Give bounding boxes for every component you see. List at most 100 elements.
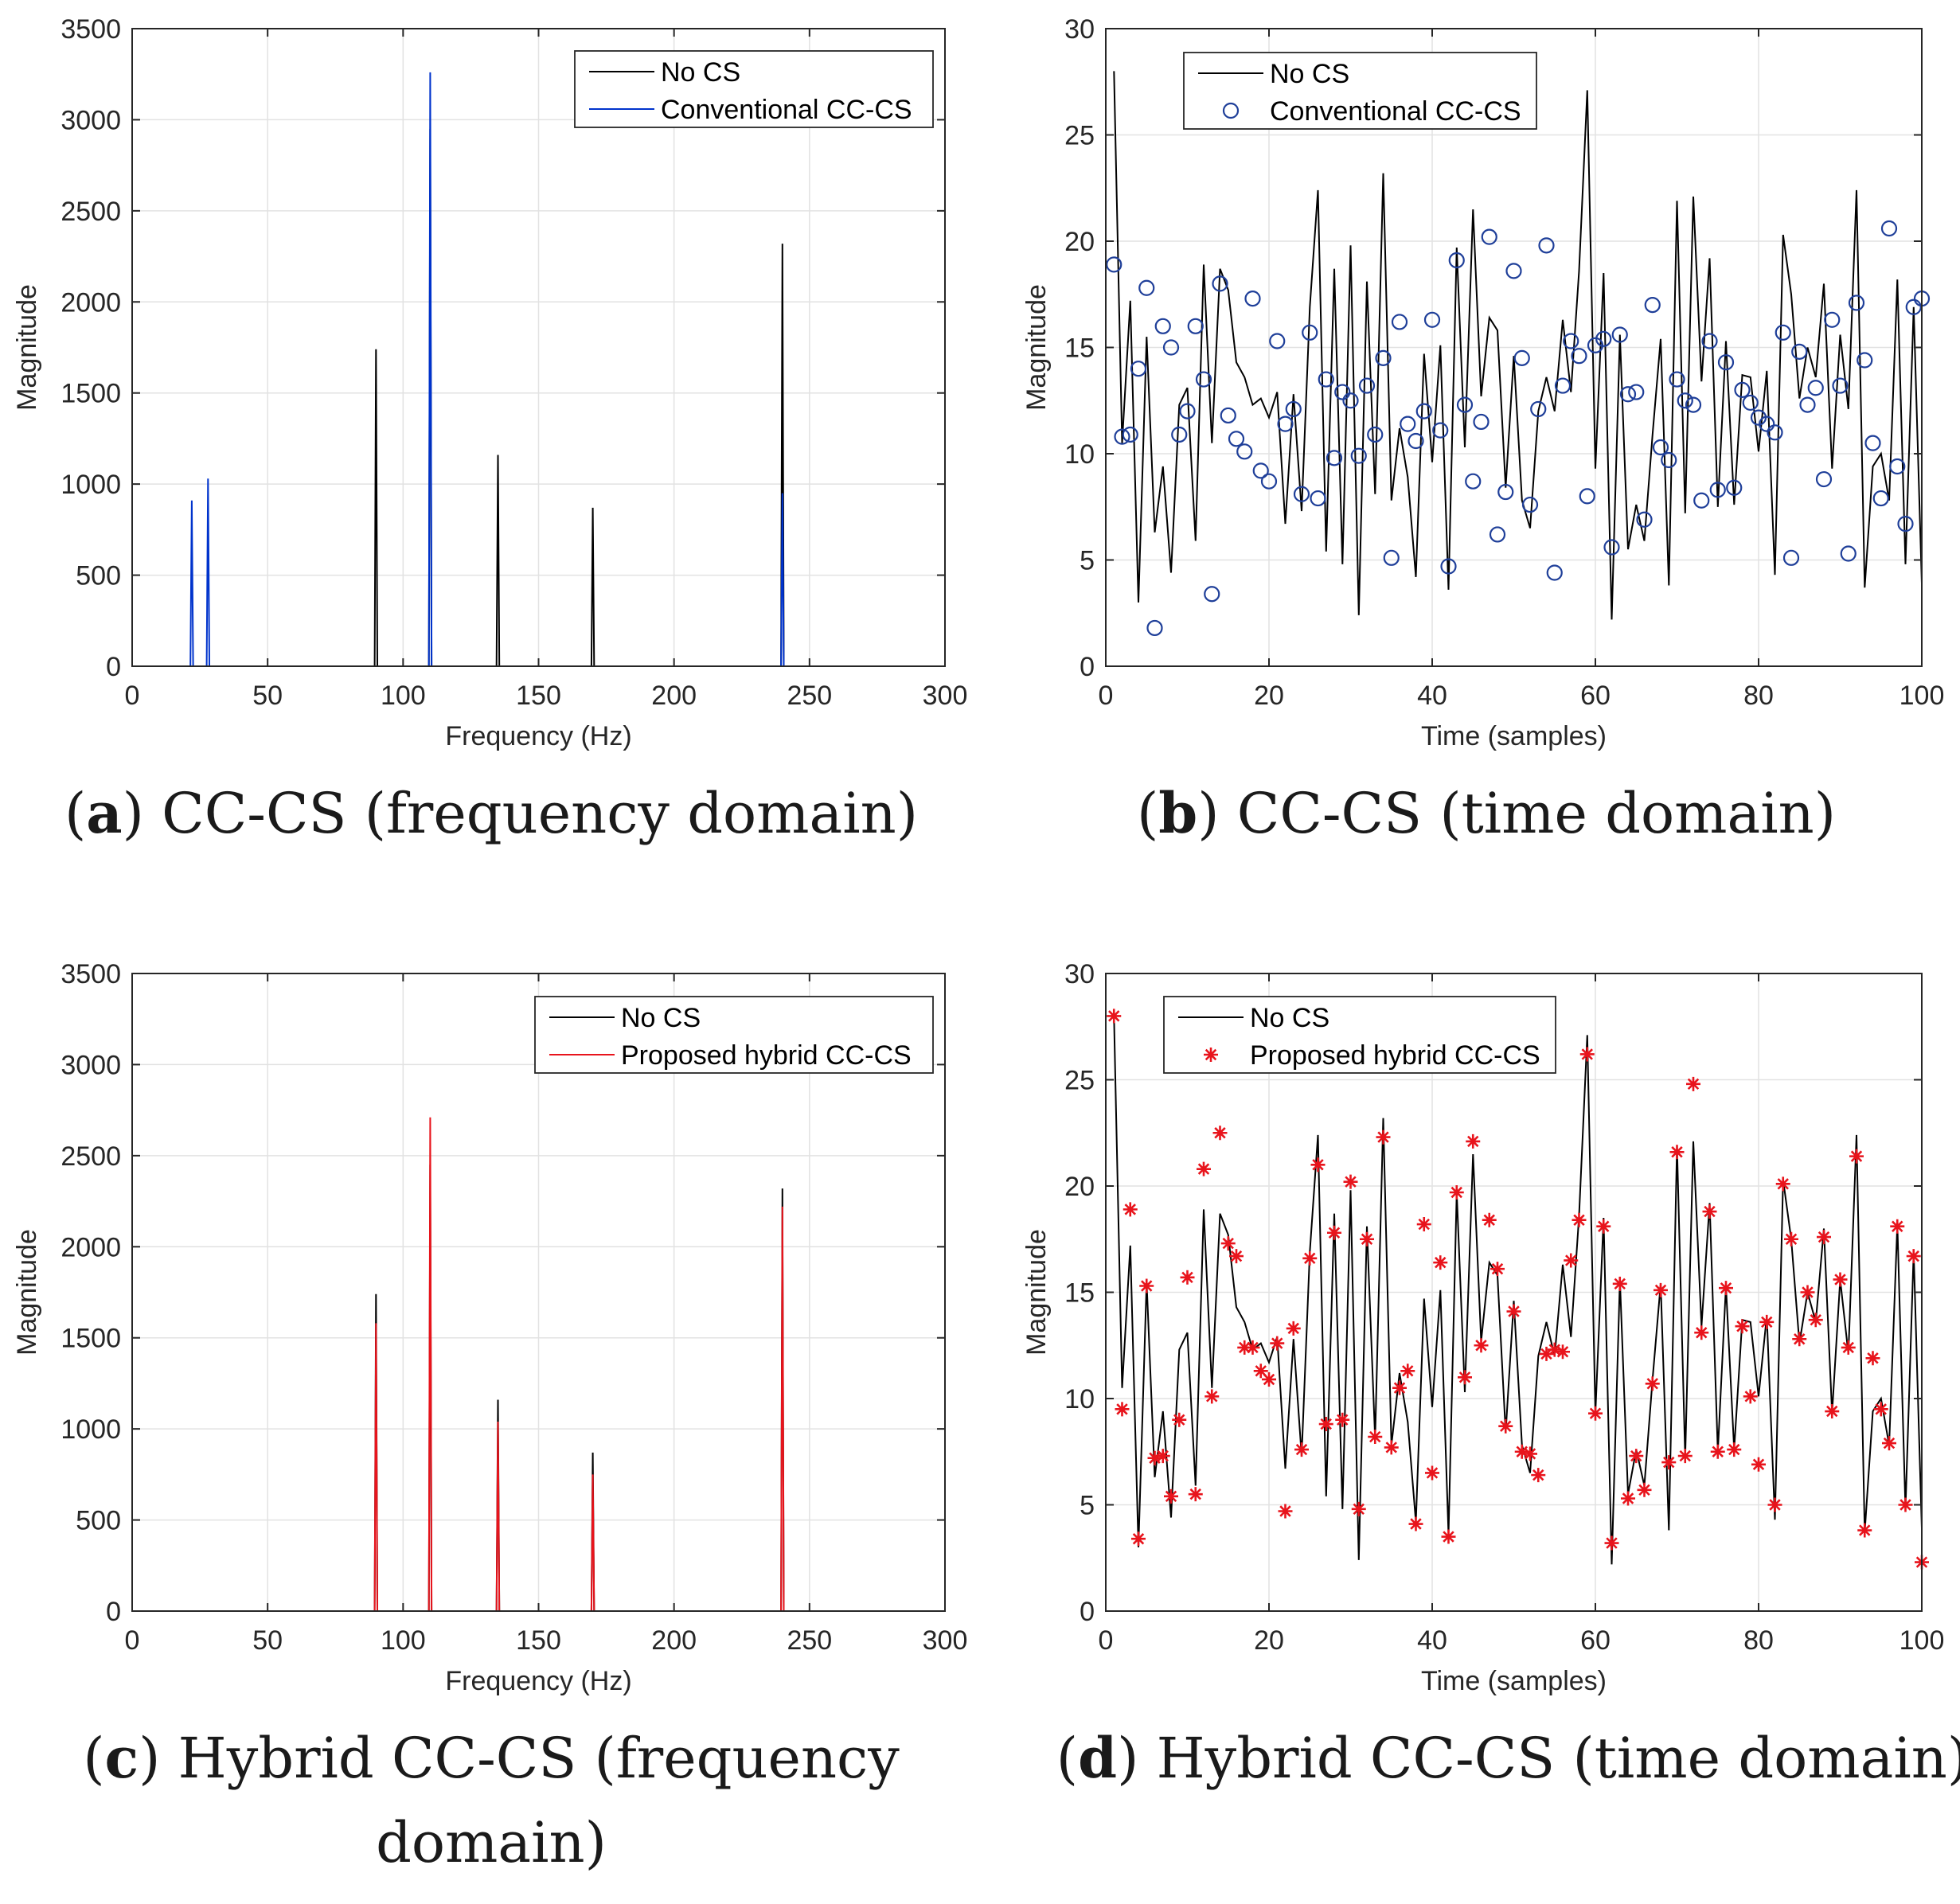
data-point — [1579, 488, 1595, 505]
data-point — [1473, 413, 1490, 431]
y-tick-label: 3500 — [61, 959, 121, 989]
x-tick-label: 80 — [1743, 681, 1774, 711]
caption-text: ) CC-CS (frequency domain) — [123, 781, 918, 846]
data-point — [1506, 1304, 1521, 1319]
data-point — [1612, 1276, 1627, 1291]
y-tick-label: 3000 — [61, 105, 121, 135]
data-point — [1654, 1282, 1668, 1297]
data-point — [1759, 1314, 1775, 1329]
data-point — [1775, 324, 1791, 341]
data-point — [1368, 1430, 1383, 1445]
y-tick-label: 500 — [76, 1506, 121, 1536]
x-tick-label: 40 — [1417, 1625, 1447, 1656]
x-tick-label: 250 — [787, 1625, 832, 1656]
data-point — [1490, 1262, 1505, 1277]
data-point — [1172, 1412, 1187, 1427]
data-point — [1905, 298, 1922, 315]
data-point — [1710, 1444, 1725, 1459]
data-point — [1318, 1417, 1333, 1432]
legend-item: No CS — [549, 1003, 701, 1033]
x-tick-label: 100 — [1899, 1625, 1945, 1656]
series-line — [132, 1117, 945, 1612]
data-point — [1743, 1389, 1758, 1404]
data-point — [1123, 1202, 1138, 1217]
data-point — [1147, 1450, 1162, 1465]
data-point — [1603, 539, 1620, 556]
chart-d: 0 20 40 60 80 100 0 5 10 15 20 25 30 Time (samples) Ma… — [1021, 959, 1960, 1791]
data-point — [1187, 318, 1204, 334]
data-point — [1694, 1325, 1709, 1340]
y-tick-label: 3500 — [61, 14, 121, 45]
legend-item: No CS — [1178, 1003, 1329, 1033]
data-point — [1784, 1231, 1798, 1247]
data-point — [1122, 426, 1138, 443]
data-point — [1351, 1501, 1366, 1516]
series-0 — [1113, 71, 1923, 620]
y-axis-label: Magnitude — [12, 284, 42, 411]
data-point — [1383, 549, 1400, 566]
data-point — [1155, 1449, 1170, 1464]
data-point — [1114, 428, 1130, 445]
data-point — [1180, 1270, 1195, 1285]
x-tick-label: 60 — [1580, 681, 1611, 711]
data-point — [1415, 403, 1432, 419]
data-point — [1726, 479, 1743, 496]
data-point — [1205, 1389, 1220, 1404]
data-point — [1358, 377, 1376, 394]
data-point — [1669, 1145, 1685, 1160]
data-point — [1260, 473, 1278, 490]
data-point — [1154, 318, 1171, 334]
data-point — [1547, 1342, 1562, 1357]
data-point — [1882, 1436, 1896, 1451]
legend-label: Proposed hybrid CC-CS — [621, 1040, 912, 1071]
x-tick-label: 80 — [1743, 1625, 1774, 1656]
caption-text: ) Hybrid CC-CS (time domain) — [1117, 1726, 1960, 1791]
data-point — [1564, 1253, 1579, 1268]
data-point — [1629, 1449, 1644, 1464]
figure-caption-line2: domain) — [376, 1810, 607, 1875]
data-point — [1521, 496, 1539, 513]
data-point — [1278, 1504, 1293, 1519]
x-axis-label: Frequency (Hz) — [445, 721, 631, 751]
y-tick-label: 3000 — [61, 1050, 121, 1080]
figure-caption: (a) CC-CS (frequency domain) — [64, 780, 918, 846]
data-point — [1677, 392, 1693, 409]
series-1 — [1107, 1009, 1929, 1570]
data-point — [1539, 1346, 1554, 1361]
data-point — [1815, 470, 1833, 488]
series-1 — [1106, 220, 1931, 637]
y-tick-label: 30 — [1064, 959, 1095, 989]
data-point — [1833, 1272, 1848, 1287]
y-tick-label: 0 — [106, 1597, 121, 1627]
caption-letter: a — [86, 780, 122, 846]
data-point — [1799, 396, 1816, 413]
data-point — [1742, 394, 1759, 412]
data-point — [1628, 384, 1645, 400]
data-point — [1717, 354, 1735, 371]
data-point — [1897, 516, 1914, 533]
data-point — [1832, 377, 1849, 394]
data-point — [1767, 1497, 1782, 1512]
data-point — [1841, 1340, 1856, 1355]
data-point — [1817, 1230, 1831, 1245]
x-tick-label: 50 — [252, 681, 283, 711]
data-point — [1360, 1231, 1374, 1247]
data-point — [1350, 447, 1367, 464]
y-tick-label: 5 — [1080, 546, 1095, 576]
data-point — [1572, 1212, 1587, 1227]
legend-item: Proposed hybrid CC-CS — [549, 1040, 912, 1071]
data-point — [1571, 348, 1587, 365]
data-point — [1392, 1380, 1407, 1395]
data-point — [1857, 352, 1873, 369]
series-line — [1113, 1016, 1923, 1565]
legend-box — [1163, 996, 1556, 1074]
data-point — [1440, 558, 1457, 575]
data-point — [1229, 1249, 1244, 1264]
data-point — [1554, 377, 1572, 394]
data-point — [1498, 1418, 1513, 1434]
data-point — [1825, 1404, 1840, 1419]
data-point — [1621, 1491, 1635, 1506]
data-point — [1865, 1351, 1880, 1366]
legend-label: No CS — [1250, 1003, 1329, 1033]
